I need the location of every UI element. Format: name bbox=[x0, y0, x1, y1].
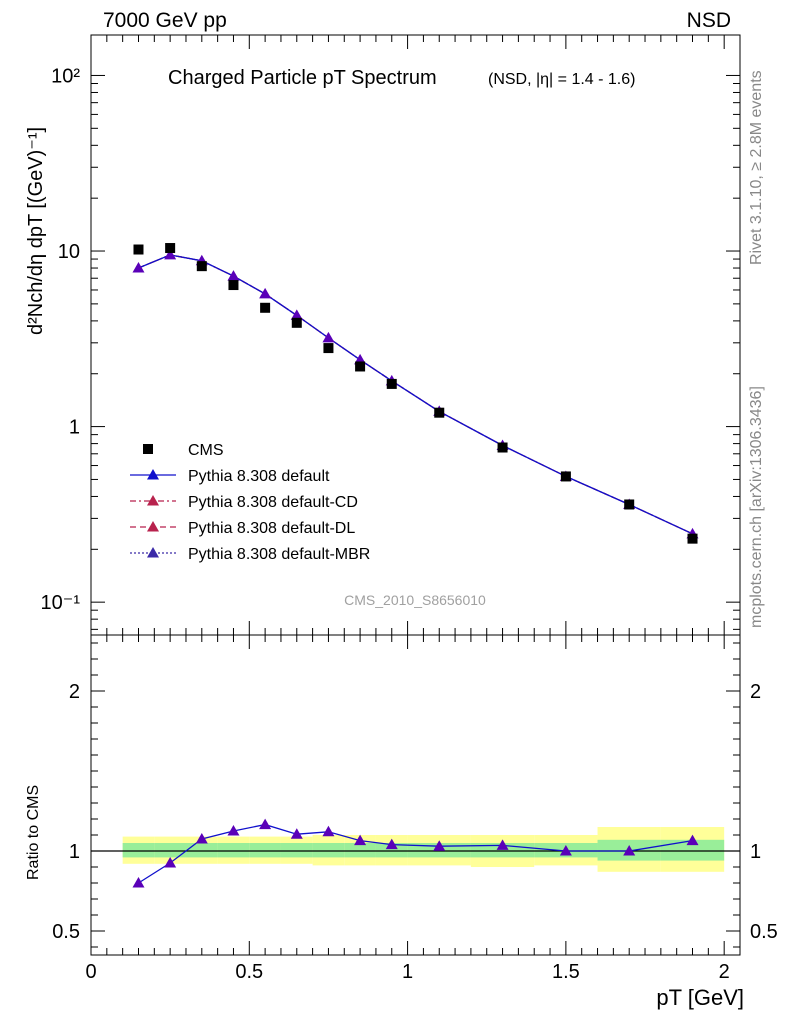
legend-marker-4 bbox=[147, 547, 159, 558]
ratio-point bbox=[132, 877, 145, 888]
legend-marker-3 bbox=[147, 521, 159, 532]
x-tick-label: 0 bbox=[85, 961, 96, 983]
legend-label-cms: CMS bbox=[188, 442, 224, 459]
cms-data-point bbox=[323, 343, 334, 354]
uncertainty-band-inner bbox=[249, 843, 281, 858]
legend-label-4: Pythia 8.308 default-MBR bbox=[188, 546, 370, 563]
uncertainty-band-inner bbox=[344, 843, 376, 858]
main-plot-frame bbox=[90, 34, 741, 636]
side-label-bottom: mcplots.cern.ch [arXiv:1306.3436] bbox=[748, 386, 765, 628]
uncertainty-band-inner bbox=[660, 839, 725, 861]
legend-marker-cms bbox=[143, 444, 153, 454]
ratio-plot-frame bbox=[90, 634, 741, 956]
ratio-point bbox=[322, 825, 335, 837]
cms-data-point bbox=[560, 471, 571, 482]
main-chart-subtitle: (NSD, |η| = 1.4 - 1.6) bbox=[488, 71, 635, 88]
uncertainty-band-inner bbox=[154, 843, 186, 858]
main-series-line-3 bbox=[138, 254, 693, 535]
x-tick-label: 1.5 bbox=[552, 961, 580, 983]
legend: CMS Pythia 8.308 default Pythia 8.308 defa… bbox=[130, 442, 370, 563]
uncertainty-band-inner bbox=[375, 843, 408, 858]
ratio-point bbox=[686, 834, 699, 846]
mc-point bbox=[259, 287, 272, 299]
ratio-point bbox=[354, 834, 367, 846]
main-y-tick-label: 1 bbox=[69, 417, 80, 439]
ratio-series-line bbox=[138, 823, 693, 884]
cms-data-point bbox=[355, 361, 366, 372]
mc-point bbox=[227, 270, 240, 281]
uncertainty-band-inner bbox=[185, 843, 218, 858]
cms-data-point bbox=[687, 533, 698, 544]
mc-point bbox=[290, 309, 303, 320]
cms-data-point bbox=[133, 244, 144, 255]
uncertainty-band-inner bbox=[122, 843, 155, 858]
legend-label-3: Pythia 8.308 default-DL bbox=[188, 520, 355, 537]
mc-point bbox=[322, 331, 335, 343]
ratio-point bbox=[385, 838, 398, 850]
main-series-line-2 bbox=[138, 254, 693, 535]
uncertainty-band-inner bbox=[312, 843, 345, 858]
cms-data-point bbox=[624, 499, 635, 510]
ratio-y-tick-label-right: 1 bbox=[750, 841, 761, 863]
cms-data-point bbox=[260, 302, 271, 313]
ratio-point bbox=[164, 857, 177, 868]
ratio-y-tick-label-left: 1 bbox=[69, 841, 80, 863]
watermark: CMS_2010_S8656010 bbox=[344, 592, 486, 608]
main-y-tick-label: 10⁻¹ bbox=[41, 592, 81, 614]
legend-label-2: Pythia 8.308 default-CD bbox=[188, 494, 358, 511]
x-tick-label: 2 bbox=[719, 961, 730, 983]
ratio-y-tick-label-left: 2 bbox=[69, 681, 80, 703]
cms-data-point bbox=[165, 243, 176, 254]
ratio-y-tick-label-right: 0.5 bbox=[750, 921, 778, 943]
legend-marker-2 bbox=[147, 495, 159, 506]
ratio-point bbox=[290, 828, 303, 839]
main-chart-title: Charged Particle pT Spectrum bbox=[168, 67, 437, 89]
side-label-top: Rivet 3.1.10, ≥ 2.8M events bbox=[748, 70, 765, 265]
ratio-point bbox=[623, 845, 636, 856]
legend-label-1: Pythia 8.308 default bbox=[188, 468, 330, 485]
mc-point bbox=[164, 248, 177, 260]
ratio-y-tick-label-right: 2 bbox=[750, 681, 761, 703]
header-right-label: NSD bbox=[687, 9, 731, 32]
main-plot-layer: 10⁻¹ 1 10 10² bbox=[41, 34, 741, 636]
uncertainty-band-inner bbox=[280, 843, 313, 858]
ratio-point bbox=[195, 833, 208, 844]
main-y-tick-label: 10² bbox=[51, 65, 80, 87]
uncertainty-band-inner bbox=[217, 843, 250, 858]
cms-data-point bbox=[434, 407, 445, 418]
main-y-tick-label: 10 bbox=[58, 241, 80, 263]
cms-data-point bbox=[386, 378, 397, 389]
x-tick-label: 0.5 bbox=[235, 961, 263, 983]
ratio-point bbox=[259, 818, 272, 830]
cms-data-point bbox=[196, 261, 207, 272]
cms-data-point bbox=[291, 317, 302, 328]
ratio-point bbox=[433, 840, 446, 851]
main-y-axis-label: d²Nch/dη dpT [(GeV)⁻¹] bbox=[25, 127, 47, 335]
cms-data-point bbox=[228, 280, 239, 291]
legend-marker-1 bbox=[147, 469, 159, 480]
ratio-point bbox=[227, 825, 240, 836]
x-tick-label: 1 bbox=[402, 961, 413, 983]
main-series-line-1 bbox=[138, 254, 693, 535]
main-series-line-4 bbox=[138, 254, 693, 535]
mc-point bbox=[132, 262, 145, 273]
ratio-plot-layer: 0.5 0.51 12 20 0.5 1 1.5 2 bbox=[52, 634, 778, 983]
ratio-point bbox=[496, 839, 509, 850]
header-left-label: 7000 GeV pp bbox=[103, 9, 227, 32]
cms-data-point bbox=[497, 442, 508, 453]
ratio-y-axis-label: Ratio to CMS bbox=[25, 785, 42, 880]
ratio-y-tick-label-left: 0.5 bbox=[52, 921, 80, 943]
ratio-point bbox=[559, 845, 572, 856]
x-axis-label: pT [GeV] bbox=[656, 985, 744, 1010]
